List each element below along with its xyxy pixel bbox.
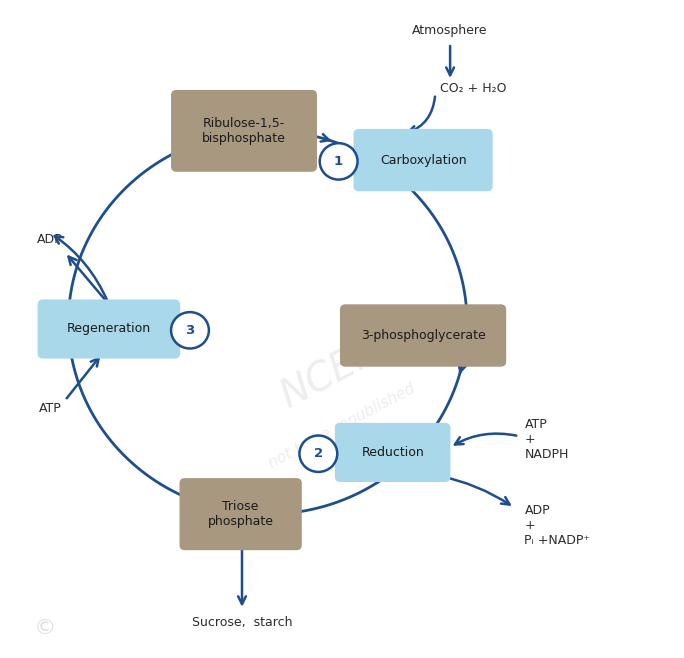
Text: ADP: ADP xyxy=(38,233,63,246)
Text: Sucrose,  starch: Sucrose, starch xyxy=(192,616,292,629)
Text: CO₂ + H₂O: CO₂ + H₂O xyxy=(440,82,506,95)
Text: Ribulose-1,5-
bisphosphate: Ribulose-1,5- bisphosphate xyxy=(202,117,286,145)
FancyBboxPatch shape xyxy=(38,299,180,359)
Text: 1: 1 xyxy=(334,155,343,168)
Text: Carboxylation: Carboxylation xyxy=(380,153,466,166)
Text: 3-phosphoglycerate: 3-phosphoglycerate xyxy=(360,329,486,342)
Text: ©: © xyxy=(34,618,56,638)
Text: Triose
phosphate: Triose phosphate xyxy=(208,500,274,528)
FancyBboxPatch shape xyxy=(340,304,506,367)
Text: Reduction: Reduction xyxy=(361,446,424,459)
Text: ATP
+
NADPH: ATP + NADPH xyxy=(525,418,569,461)
FancyBboxPatch shape xyxy=(171,90,317,172)
FancyBboxPatch shape xyxy=(179,478,302,550)
Text: not to be republished: not to be republished xyxy=(266,382,418,472)
Text: NCERT: NCERT xyxy=(275,320,409,416)
Text: 3: 3 xyxy=(185,324,195,337)
Text: Regeneration: Regeneration xyxy=(67,322,151,336)
FancyBboxPatch shape xyxy=(335,423,451,482)
Text: ATP: ATP xyxy=(39,402,62,415)
Text: 2: 2 xyxy=(314,447,323,460)
Circle shape xyxy=(300,436,337,472)
Text: ADP
+
Pᵢ +NADP⁺: ADP + Pᵢ +NADP⁺ xyxy=(525,504,590,547)
Text: Atmosphere: Atmosphere xyxy=(412,24,488,37)
Circle shape xyxy=(171,312,209,349)
FancyBboxPatch shape xyxy=(354,129,492,191)
Circle shape xyxy=(319,143,358,180)
